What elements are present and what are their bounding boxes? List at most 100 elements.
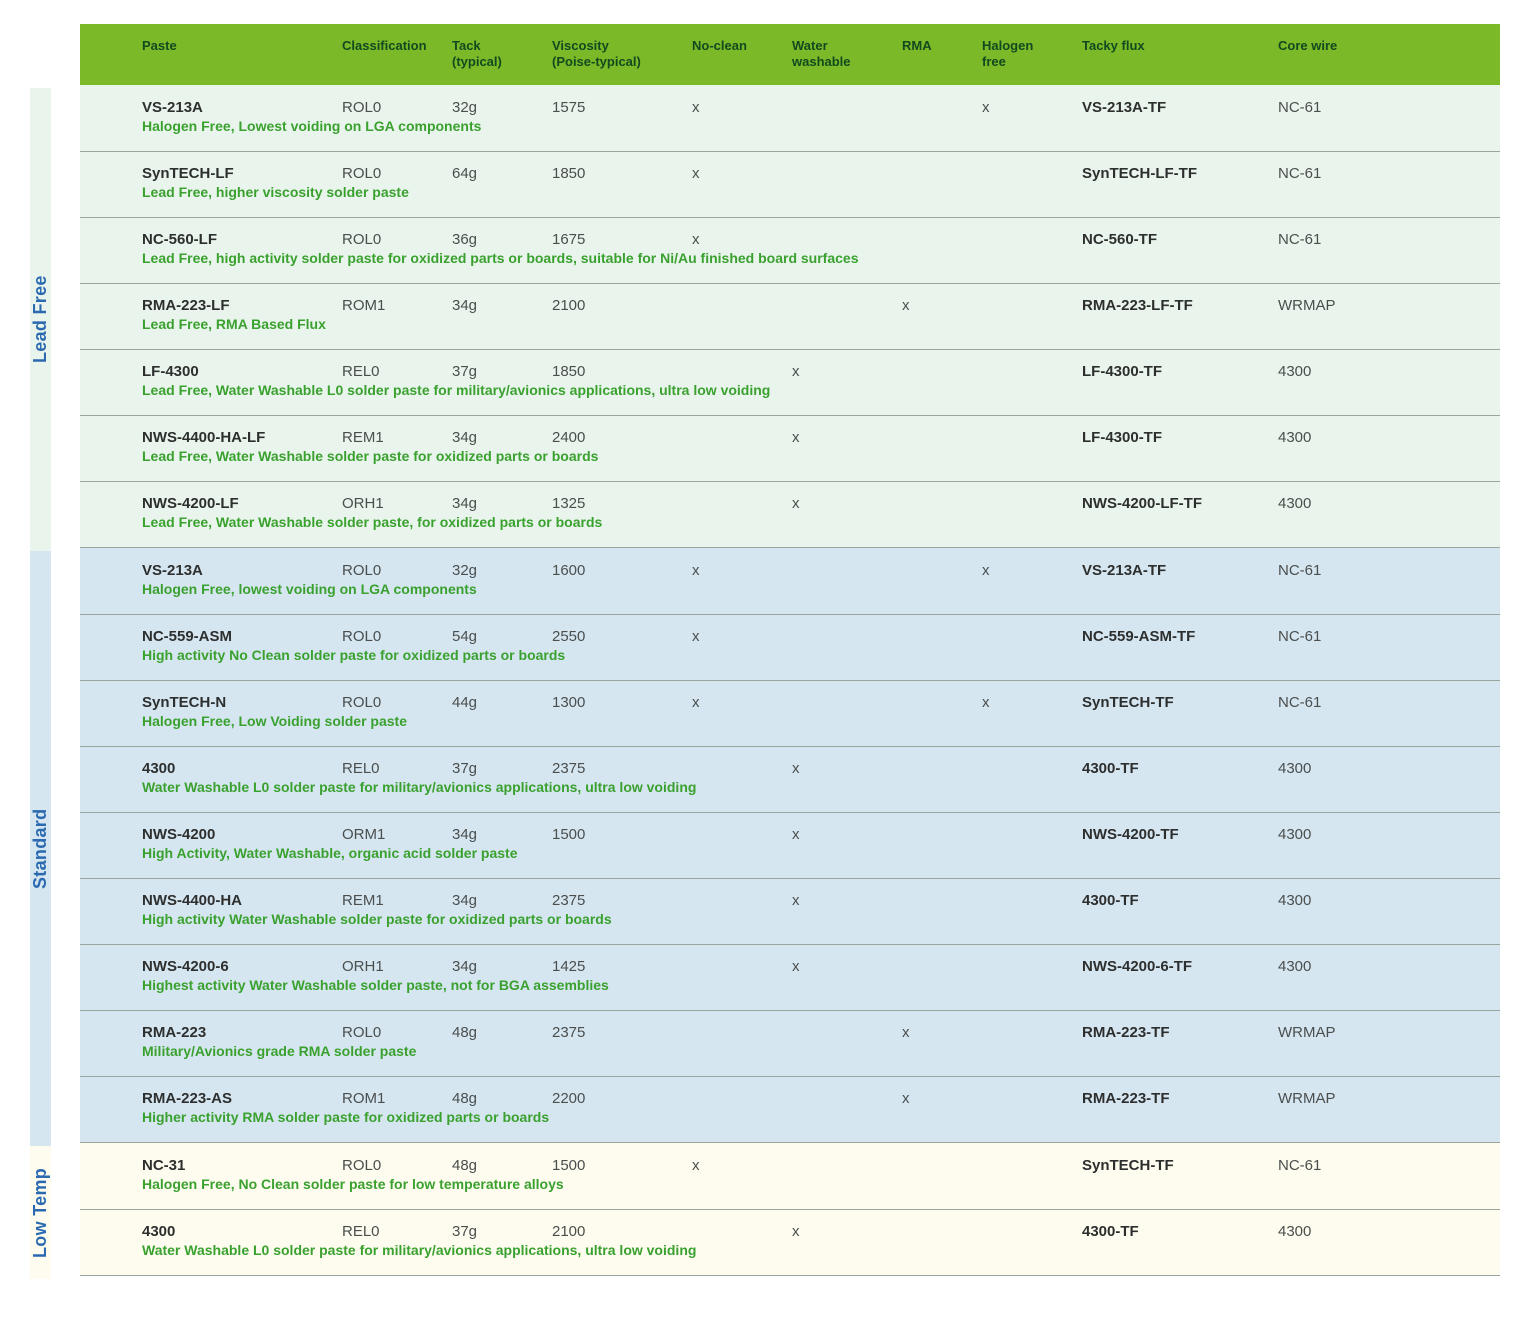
tack: 34g xyxy=(444,297,544,314)
table-row: RMA-223ROL048g2375xRMA-223-TFWRMAPMilita… xyxy=(80,1011,1500,1077)
halogen-free-mark: x xyxy=(974,562,1074,579)
tack: 34g xyxy=(444,958,544,975)
classification: REL0 xyxy=(334,1223,444,1240)
classification: ORH1 xyxy=(334,495,444,512)
tacky-flux: RMA-223-LF-TF xyxy=(1074,297,1270,314)
paste-name: NC-31 xyxy=(134,1157,334,1174)
row-description: Water Washable L0 solder paste for milit… xyxy=(134,777,1390,806)
table-row: NWS-4400-HA-LFREM134g2400xLF-4300-TF4300… xyxy=(80,416,1500,482)
row-description: High activity No Clean solder paste for … xyxy=(134,645,1390,674)
paste-name: NWS-4200-6 xyxy=(134,958,334,975)
noclean-mark: x xyxy=(684,165,784,182)
col-classification: Classification xyxy=(334,38,444,54)
category-label-leadfree: Lead Free xyxy=(30,88,51,551)
table-row: SynTECH-NROL044g1300xxSynTECH-TFNC-61Hal… xyxy=(80,681,1500,747)
core-wire: 4300 xyxy=(1270,760,1390,777)
section-standard: VS-213AROL032g1600xxVS-213A-TFNC-61Halog… xyxy=(80,548,1500,1143)
classification: ROL0 xyxy=(334,628,444,645)
water-washable-mark: x xyxy=(784,495,894,512)
viscosity: 1325 xyxy=(544,495,684,512)
tack: 48g xyxy=(444,1157,544,1174)
row-description: Higher activity RMA solder paste for oxi… xyxy=(134,1107,1390,1136)
tacky-flux: NWS-4200-LF-TF xyxy=(1074,495,1270,512)
tacky-flux: VS-213A-TF xyxy=(1074,99,1270,116)
paste-name: NWS-4400-HA xyxy=(134,892,334,909)
table-row: NWS-4200ORM134g1500xNWS-4200-TF4300High … xyxy=(80,813,1500,879)
core-wire: NC-61 xyxy=(1270,1157,1390,1174)
tack: 37g xyxy=(444,363,544,380)
noclean-mark: x xyxy=(684,694,784,711)
halogen-free-mark: x xyxy=(974,694,1074,711)
water-washable-mark: x xyxy=(784,892,894,909)
viscosity: 1425 xyxy=(544,958,684,975)
row-description: Halogen Free, Low Voiding solder paste xyxy=(134,711,1390,740)
col-halogen: Halogen free xyxy=(974,38,1074,71)
paste-name: LF-4300 xyxy=(134,363,334,380)
core-wire: NC-61 xyxy=(1270,694,1390,711)
paste-name: RMA-223 xyxy=(134,1024,334,1041)
table-row: RMA-223-ASROM148g2200xRMA-223-TFWRMAPHig… xyxy=(80,1077,1500,1143)
tack: 37g xyxy=(444,760,544,777)
viscosity: 2375 xyxy=(544,760,684,777)
table-row: VS-213AROL032g1600xxVS-213A-TFNC-61Halog… xyxy=(80,549,1500,615)
table-row: RMA-223-LFROM134g2100xRMA-223-LF-TFWRMAP… xyxy=(80,284,1500,350)
table-row: LF-4300REL037g1850xLF-4300-TF4300Lead Fr… xyxy=(80,350,1500,416)
solder-paste-table: Lead FreeStandardLow Temp Paste Classifi… xyxy=(0,0,1530,1319)
row-description: Highest activity Water Washable solder p… xyxy=(134,975,1390,1004)
core-wire: 4300 xyxy=(1270,826,1390,843)
col-viscosity: Viscosity (Poise-typical) xyxy=(544,38,684,71)
water-washable-mark: x xyxy=(784,363,894,380)
viscosity: 2400 xyxy=(544,429,684,446)
viscosity: 1850 xyxy=(544,165,684,182)
tack: 34g xyxy=(444,429,544,446)
water-washable-mark: x xyxy=(784,429,894,446)
core-wire: NC-61 xyxy=(1270,99,1390,116)
tacky-flux: 4300-TF xyxy=(1074,1223,1270,1240)
rma-mark: x xyxy=(894,1024,974,1041)
table-row: NC-560-LFROL036g1675xNC-560-TFNC-61Lead … xyxy=(80,218,1500,284)
paste-name: NWS-4400-HA-LF xyxy=(134,429,334,446)
viscosity: 1300 xyxy=(544,694,684,711)
table-row: NC-559-ASMROL054g2550xNC-559-ASM-TFNC-61… xyxy=(80,615,1500,681)
paste-name: RMA-223-AS xyxy=(134,1090,334,1107)
classification: ROL0 xyxy=(334,165,444,182)
core-wire: NC-61 xyxy=(1270,231,1390,248)
tacky-flux: SynTECH-TF xyxy=(1074,1157,1270,1174)
classification: ROL0 xyxy=(334,99,444,116)
tack: 44g xyxy=(444,694,544,711)
viscosity: 1500 xyxy=(544,826,684,843)
noclean-mark: x xyxy=(684,628,784,645)
tacky-flux: LF-4300-TF xyxy=(1074,429,1270,446)
halogen-free-mark: x xyxy=(974,99,1074,116)
tacky-flux: NC-559-ASM-TF xyxy=(1074,628,1270,645)
tacky-flux: NC-560-TF xyxy=(1074,231,1270,248)
noclean-mark: x xyxy=(684,231,784,248)
table-row: NC-31ROL048g1500xSynTECH-TFNC-61Halogen … xyxy=(80,1144,1500,1210)
viscosity: 2100 xyxy=(544,297,684,314)
viscosity: 1600 xyxy=(544,562,684,579)
core-wire: NC-61 xyxy=(1270,628,1390,645)
classification: ORM1 xyxy=(334,826,444,843)
col-noclean: No-clean xyxy=(684,38,784,54)
table-row: VS-213AROL032g1575xxVS-213A-TFNC-61Halog… xyxy=(80,86,1500,152)
noclean-mark: x xyxy=(684,99,784,116)
paste-name: VS-213A xyxy=(134,99,334,116)
classification: REM1 xyxy=(334,892,444,909)
classification: ROM1 xyxy=(334,297,444,314)
paste-name: 4300 xyxy=(134,1223,334,1240)
tacky-flux: VS-213A-TF xyxy=(1074,562,1270,579)
water-washable-mark: x xyxy=(784,958,894,975)
viscosity: 2375 xyxy=(544,1024,684,1041)
rma-mark: x xyxy=(894,1090,974,1107)
tacky-flux: SynTECH-TF xyxy=(1074,694,1270,711)
tacky-flux: NWS-4200-6-TF xyxy=(1074,958,1270,975)
classification: REL0 xyxy=(334,760,444,777)
paste-name: 4300 xyxy=(134,760,334,777)
row-description: Lead Free, higher viscosity solder paste xyxy=(134,182,1390,211)
viscosity: 2200 xyxy=(544,1090,684,1107)
tack: 48g xyxy=(444,1090,544,1107)
category-sidebar: Lead FreeStandardLow Temp xyxy=(30,24,80,1279)
paste-name: SynTECH-N xyxy=(134,694,334,711)
core-wire: 4300 xyxy=(1270,958,1390,975)
viscosity: 1675 xyxy=(544,231,684,248)
